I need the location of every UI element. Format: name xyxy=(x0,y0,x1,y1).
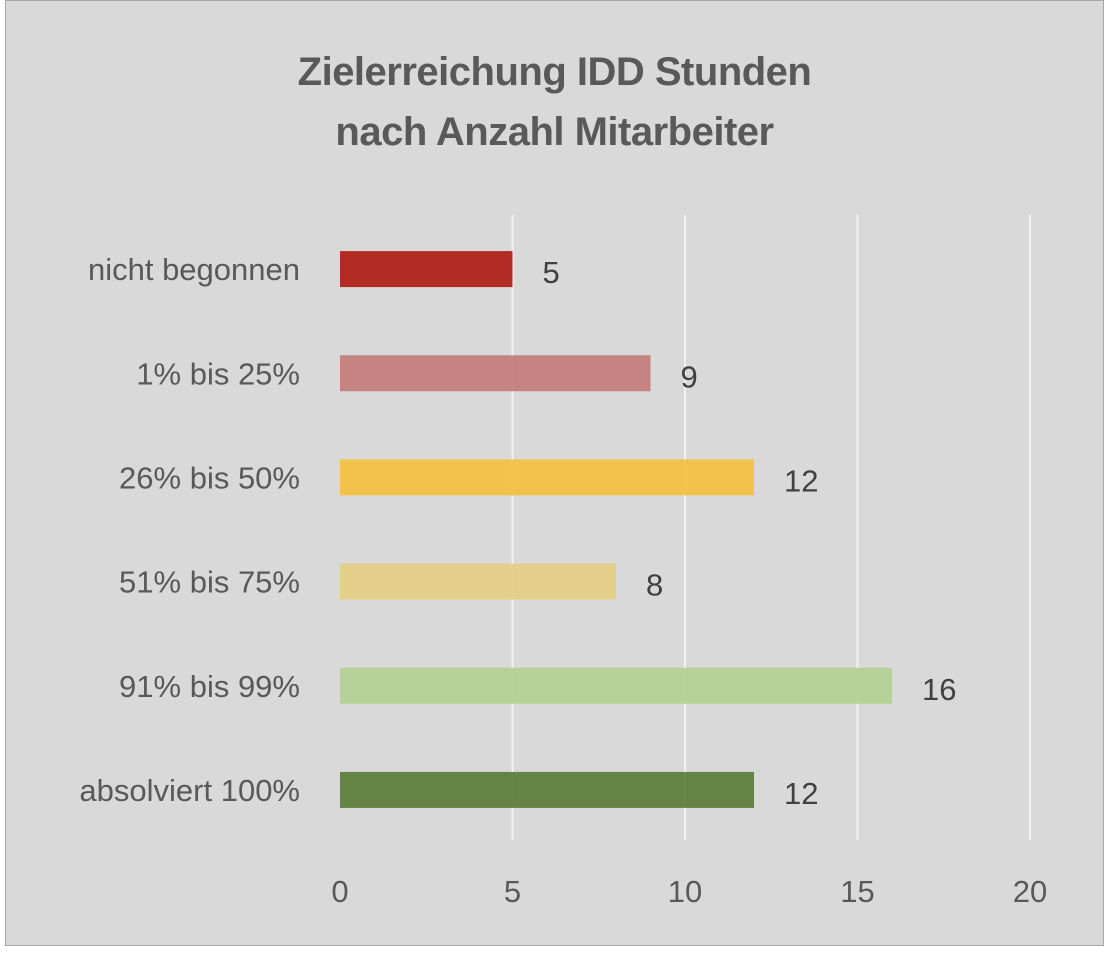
x-tick-label-5: 5 xyxy=(504,874,521,909)
data-label-2: 12 xyxy=(784,463,818,498)
data-label-3: 8 xyxy=(646,568,663,603)
category-label-3: 51% bis 75% xyxy=(119,565,300,600)
data-label-1: 9 xyxy=(681,359,698,394)
bar-4 xyxy=(340,667,892,704)
chart-title-line-1: Zielerreichung IDD Stunden xyxy=(297,50,812,94)
data-label-4: 16 xyxy=(922,672,956,707)
x-tick-label-20: 20 xyxy=(1013,874,1047,909)
x-tick-label-0: 0 xyxy=(331,874,348,909)
category-label-5: absolviert 100% xyxy=(79,773,300,808)
bar-0 xyxy=(340,251,513,288)
category-label-4: 91% bis 99% xyxy=(119,669,300,704)
category-label-0: nicht begonnen xyxy=(88,252,300,287)
data-label-0: 5 xyxy=(543,255,560,290)
bar-1 xyxy=(340,355,651,392)
x-tick-label-10: 10 xyxy=(668,874,702,909)
x-tick-label-15: 15 xyxy=(840,874,874,909)
bar-3 xyxy=(340,563,616,600)
category-label-1: 1% bis 25% xyxy=(136,356,300,391)
category-label-2: 26% bis 50% xyxy=(119,460,300,495)
chart-title: Zielerreichung IDD Stunden nach Anzahl M… xyxy=(0,42,1109,162)
data-label-5: 12 xyxy=(784,776,818,811)
bar-2 xyxy=(340,459,754,496)
chart-title-line-2: nach Anzahl Mitarbeiter xyxy=(335,110,774,154)
bar-5 xyxy=(340,771,754,808)
